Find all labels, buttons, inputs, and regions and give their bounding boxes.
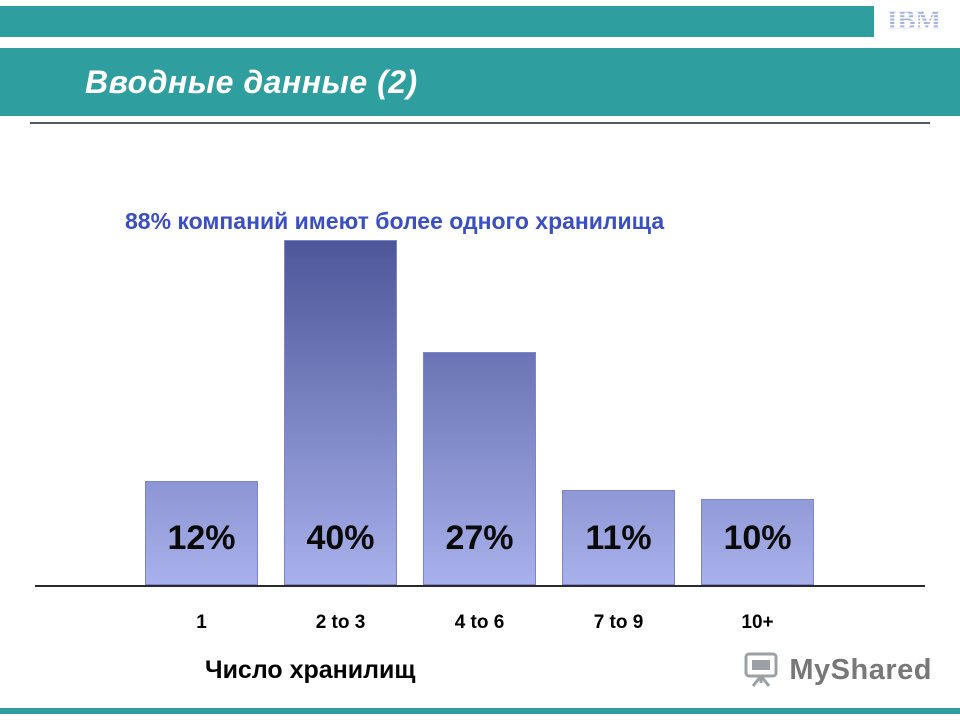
bar-value-label: 10% — [723, 519, 792, 557]
x-axis-tick-labels: 1 2 to 3 4 to 6 7 to 9 10+ — [145, 612, 815, 640]
x-tick-label: 4 to 6 — [454, 612, 505, 633]
bar-2 to 3: 40% — [284, 240, 397, 585]
bar-7 to 9: 11% — [562, 490, 675, 585]
x-tick-label: 1 — [196, 612, 207, 633]
ibm-logo-icon: IBM — [887, 5, 941, 35]
bar-10+: 10% — [701, 499, 814, 585]
myshared-watermark: MyShared — [743, 652, 932, 688]
bar-value-label: 12% — [167, 519, 236, 557]
bar-value-label: 40% — [306, 519, 375, 557]
projector-screen-icon — [744, 652, 778, 687]
title-divider — [30, 122, 930, 124]
slide-title: Вводные данные (2) — [85, 63, 418, 100]
footer-strip — [0, 708, 960, 714]
ibm-logo-text: IBM — [887, 5, 941, 35]
header-strip — [0, 6, 874, 37]
x-axis-title: Число хранилищ — [205, 656, 416, 684]
bar-1: 12% — [145, 481, 258, 585]
bar-value-label: 27% — [445, 519, 514, 557]
myshared-text: MyShared — [789, 653, 932, 686]
bar-value-label: 11% — [585, 519, 652, 557]
x-axis-line — [35, 585, 925, 587]
ibm-logo: IBM — [886, 5, 950, 35]
title-band: Вводные данные (2) — [0, 48, 960, 116]
x-tick-label: 7 to 9 — [593, 612, 644, 633]
x-tick-label: 10+ — [741, 612, 774, 633]
bar-4 to 6: 27% — [423, 352, 536, 585]
bar-chart-plot-area: 12% 40% 27% 11% 10% — [145, 240, 815, 585]
chart-annotation: 88% компаний имеют более одного хранилищ… — [125, 208, 665, 234]
x-tick-label: 2 to 3 — [315, 612, 366, 633]
